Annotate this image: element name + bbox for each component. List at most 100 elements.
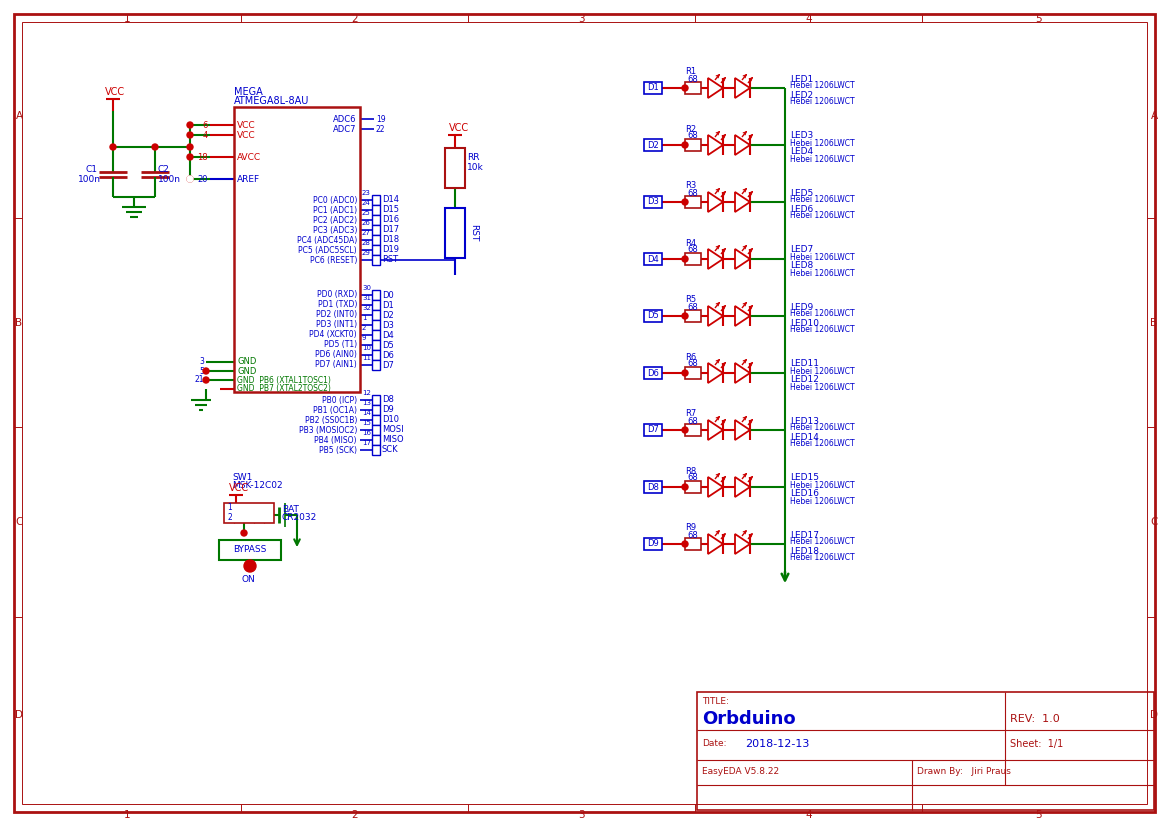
Polygon shape [372, 405, 380, 415]
Circle shape [682, 142, 689, 148]
Text: MISO: MISO [382, 435, 403, 444]
Text: 68: 68 [687, 302, 698, 311]
Polygon shape [372, 195, 380, 205]
Text: SW1: SW1 [231, 472, 253, 482]
Bar [685, 481, 701, 493]
Polygon shape [372, 215, 380, 225]
Text: 68: 68 [687, 359, 698, 368]
Polygon shape [708, 477, 722, 497]
Polygon shape [372, 205, 380, 215]
Text: 11: 11 [362, 355, 371, 361]
Polygon shape [735, 420, 750, 440]
Polygon shape [735, 477, 750, 497]
Text: PC3 (ADC3): PC3 (ADC3) [312, 225, 357, 235]
Text: 2: 2 [362, 325, 366, 331]
Text: LED1: LED1 [790, 74, 814, 83]
Circle shape [110, 144, 116, 150]
Text: 21: 21 [194, 376, 205, 384]
Text: LED4: LED4 [790, 148, 814, 156]
Text: 68: 68 [687, 416, 698, 425]
Text: C: C [15, 517, 22, 527]
Text: Hebei 1206LWCT: Hebei 1206LWCT [790, 253, 855, 262]
Text: D2: D2 [382, 311, 394, 320]
Polygon shape [735, 78, 750, 98]
Text: 2: 2 [351, 810, 358, 820]
Text: D: D [15, 710, 23, 719]
Bar [685, 538, 701, 550]
Text: 68: 68 [687, 131, 698, 140]
Polygon shape [372, 235, 380, 245]
Text: 31: 31 [362, 295, 371, 301]
Circle shape [187, 132, 193, 138]
Bar [644, 253, 662, 265]
Text: D3: D3 [648, 197, 659, 206]
Text: 17: 17 [362, 440, 371, 446]
Text: BYPASS: BYPASS [234, 545, 267, 554]
Text: C1: C1 [85, 165, 97, 174]
Text: 24: 24 [362, 200, 371, 206]
Text: 18: 18 [198, 153, 208, 162]
Text: D9: D9 [648, 539, 659, 548]
Text: PD3 (INT1): PD3 (INT1) [316, 320, 357, 330]
Text: PC6 (RESET): PC6 (RESET) [310, 255, 357, 264]
Text: CR2032: CR2032 [282, 514, 317, 523]
Text: Hebei 1206LWCT: Hebei 1206LWCT [790, 538, 855, 547]
Circle shape [187, 176, 193, 182]
Text: LED3: LED3 [790, 131, 814, 140]
Bar [644, 367, 662, 379]
Text: PB0 (ICP): PB0 (ICP) [321, 396, 357, 405]
Text: VCC: VCC [105, 87, 125, 97]
Text: 29: 29 [362, 250, 371, 256]
Text: D: D [1150, 710, 1158, 719]
Text: BAT: BAT [282, 505, 299, 514]
Text: 9: 9 [362, 335, 367, 341]
Text: 4: 4 [202, 131, 208, 140]
Text: AVCC: AVCC [237, 153, 261, 162]
Circle shape [241, 530, 247, 536]
Polygon shape [372, 445, 380, 455]
Text: R2: R2 [685, 125, 696, 134]
Polygon shape [708, 420, 722, 440]
Bar [644, 196, 662, 208]
Text: LED10: LED10 [790, 319, 819, 327]
Bar [685, 310, 701, 322]
Text: Date:: Date: [703, 739, 726, 748]
Text: 26: 26 [362, 220, 371, 226]
Circle shape [187, 154, 193, 160]
Circle shape [152, 144, 158, 150]
Circle shape [682, 256, 689, 262]
Text: ATMEGA8L-8AU: ATMEGA8L-8AU [234, 96, 310, 106]
Text: 4: 4 [805, 810, 811, 820]
Text: 68: 68 [687, 74, 698, 83]
Text: 19: 19 [376, 115, 386, 124]
Circle shape [682, 541, 689, 547]
Text: Hebei 1206LWCT: Hebei 1206LWCT [790, 481, 855, 490]
Text: RST: RST [469, 225, 478, 242]
Circle shape [682, 199, 689, 205]
Text: 12: 12 [362, 390, 371, 396]
Circle shape [203, 377, 209, 383]
Text: Sheet:  1/1: Sheet: 1/1 [1010, 739, 1064, 749]
Text: Orbduino: Orbduino [703, 710, 796, 728]
Text: VCC: VCC [237, 131, 256, 140]
Text: 68: 68 [687, 188, 698, 197]
Text: 1: 1 [362, 315, 367, 321]
Text: R9: R9 [685, 524, 696, 533]
Text: LED6: LED6 [790, 205, 814, 213]
Text: Hebei 1206LWCT: Hebei 1206LWCT [790, 82, 855, 91]
Bar [685, 82, 701, 94]
Text: GND: GND [237, 367, 256, 376]
Text: D19: D19 [382, 245, 399, 254]
Text: Hebei 1206LWCT: Hebei 1206LWCT [790, 310, 855, 319]
Bar [445, 148, 465, 188]
Text: 2018-12-13: 2018-12-13 [745, 739, 809, 749]
Text: 5: 5 [1035, 14, 1042, 24]
Polygon shape [708, 249, 722, 269]
Text: 25: 25 [362, 210, 371, 216]
Text: Hebei 1206LWCT: Hebei 1206LWCT [790, 382, 855, 392]
Text: LED18: LED18 [790, 547, 819, 556]
Text: D6: D6 [382, 350, 394, 359]
Polygon shape [708, 192, 722, 212]
Circle shape [682, 427, 689, 433]
Bar [644, 424, 662, 436]
